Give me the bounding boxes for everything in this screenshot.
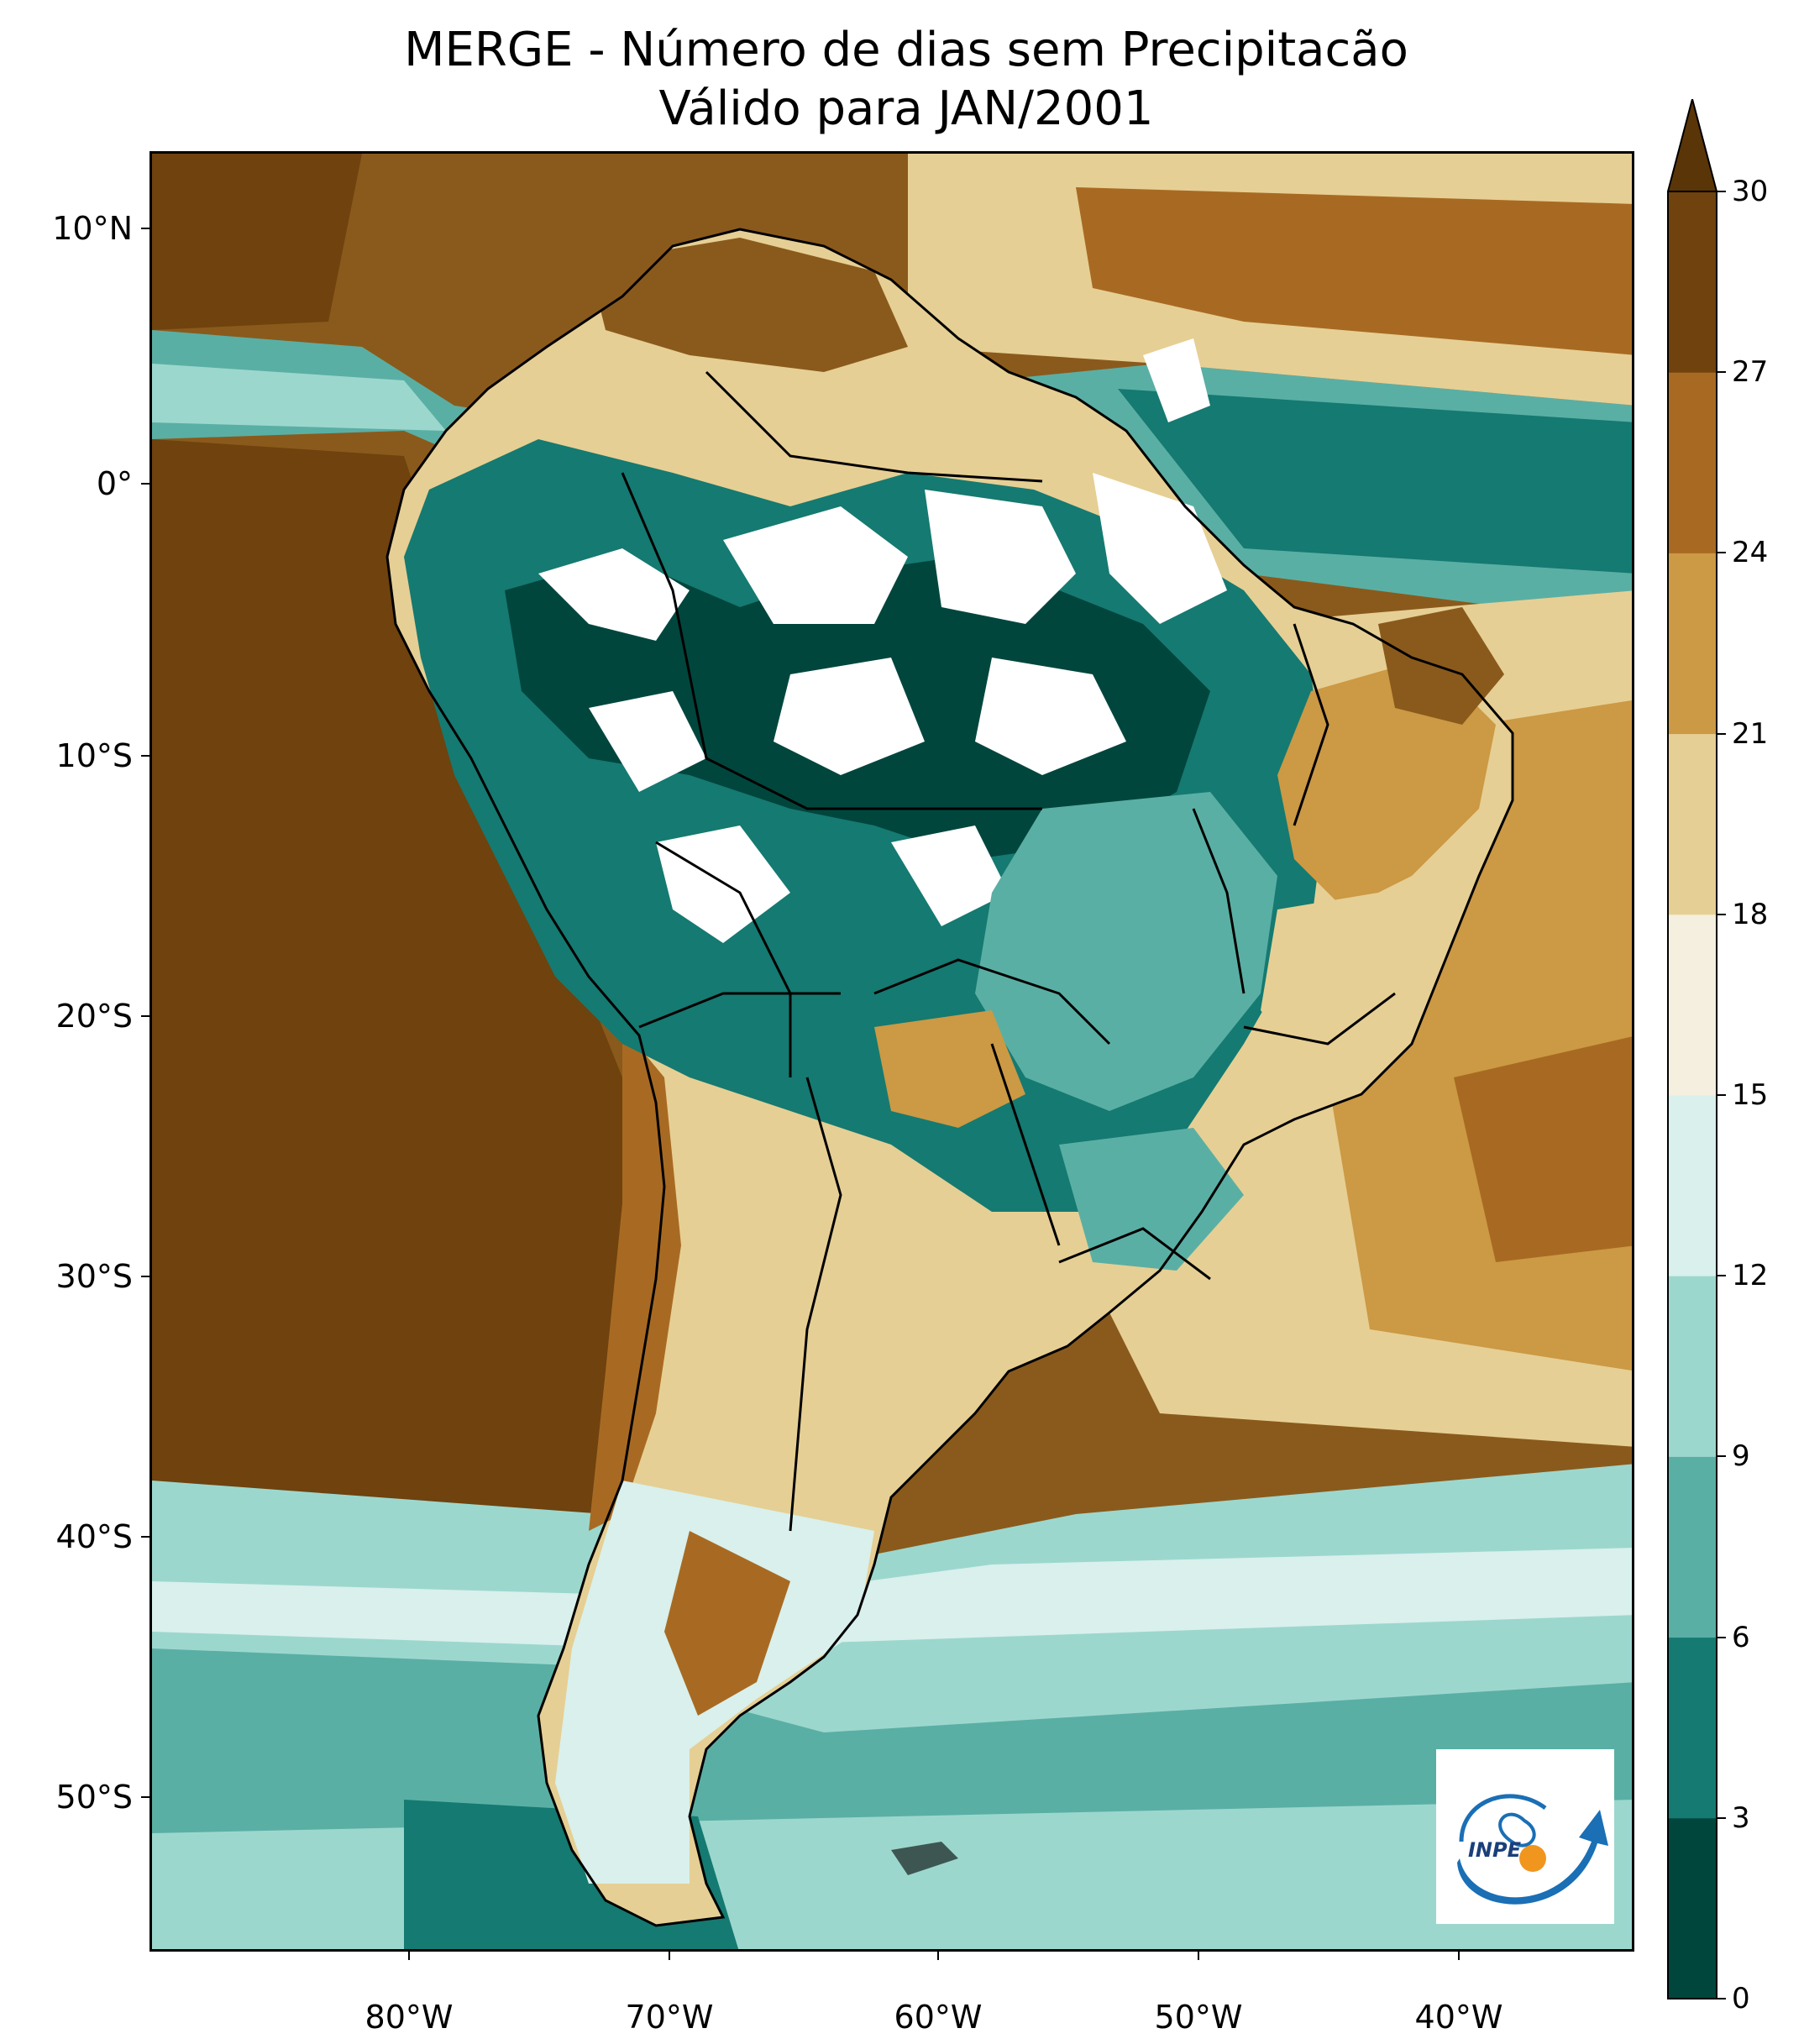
colorbar-tick: [1717, 732, 1726, 735]
colorbar-frame: [1667, 191, 1717, 1999]
lon-label-50w: 50°W: [1154, 1999, 1243, 2036]
lat-label-10s: 10°S: [55, 737, 133, 774]
lat-tick: [141, 1536, 149, 1538]
colorbar-tick-label: 6: [1732, 1620, 1750, 1654]
colorbar-extend-arrow: [1666, 96, 1718, 192]
colorbar-tick-label: 9: [1732, 1439, 1750, 1474]
colorbar-tick: [1717, 1094, 1726, 1096]
lat-label-0: 0°: [96, 465, 133, 502]
colorbar-tick: [1717, 1275, 1726, 1277]
lon-tick: [1458, 1952, 1460, 1960]
lat-label-50s: 50°S: [55, 1779, 133, 1816]
colorbar-tick-label: 24: [1732, 536, 1769, 570]
colorbar-segment: [1668, 1276, 1717, 1457]
colorbar-segment: [1668, 1456, 1717, 1638]
colorbar-tick-label: 18: [1732, 897, 1769, 931]
colorbar-segment: [1668, 372, 1717, 553]
colorbar-tick-label: 3: [1732, 1800, 1750, 1835]
colorbar-tick-label: 12: [1732, 1259, 1769, 1293]
lon-tick: [669, 1952, 670, 1960]
inpe-logo: INPE: [1436, 1749, 1614, 1924]
colorbar-tick-label: 15: [1732, 1078, 1769, 1112]
colorbar-segment: [1668, 914, 1717, 1096]
colorbar-segment: [1668, 1095, 1717, 1276]
colorbar-tick: [1717, 1998, 1726, 1999]
precipitation-map: [149, 151, 1634, 1952]
lat-tick: [141, 1276, 149, 1277]
colorbar-segment: [1668, 191, 1717, 373]
colorbar-segment: [1668, 1817, 1717, 1999]
lon-label-80w: 80°W: [364, 1999, 454, 2036]
colorbar-tick-label: 27: [1732, 355, 1769, 390]
lon-tick: [408, 1952, 410, 1960]
colorbar: [1666, 96, 1718, 2000]
logo-text: INPE: [1468, 1838, 1522, 1862]
lat-label-40s: 40°S: [55, 1518, 133, 1555]
inpe-logo-icon: INPE: [1457, 1794, 1608, 1905]
colorbar-tick: [1717, 1816, 1726, 1819]
colorbar-tick-label: 30: [1732, 175, 1769, 208]
lat-label-20s: 20°S: [55, 998, 133, 1035]
colorbar-tick-label: 0: [1732, 1982, 1750, 2015]
map-canvas: [152, 154, 1632, 1949]
lon-label-40w: 40°W: [1414, 1999, 1503, 2036]
lon-label-60w: 60°W: [894, 1999, 983, 2036]
lon-tick: [1198, 1952, 1199, 1960]
map-subtitle: Válido para JAN/2001: [658, 81, 1154, 136]
colorbar-segment: [1668, 733, 1717, 915]
lat-label-30s: 30°S: [55, 1258, 133, 1295]
lat-tick: [141, 1796, 149, 1798]
colorbar-segment: [1668, 1637, 1717, 1819]
lat-tick: [141, 755, 149, 757]
colorbar-tick: [1717, 191, 1726, 192]
colorbar-tick: [1717, 1636, 1726, 1638]
colorbar-segment: [1668, 553, 1717, 735]
lon-label-70w: 70°W: [625, 1999, 714, 2036]
colorbar-tick: [1717, 371, 1726, 374]
colorbar-tick-label: 21: [1732, 716, 1769, 751]
colorbar-tick: [1717, 1455, 1726, 1458]
colorbar-tick: [1717, 913, 1726, 915]
lat-label-10n: 10°N: [52, 210, 133, 247]
lon-tick: [937, 1952, 939, 1960]
lat-tick: [141, 483, 149, 485]
map-title: MERGE - Número de dias sem Precipitacão: [404, 23, 1408, 77]
lat-tick: [141, 1015, 149, 1017]
colorbar-tick: [1717, 552, 1726, 554]
lat-tick: [141, 228, 149, 229]
